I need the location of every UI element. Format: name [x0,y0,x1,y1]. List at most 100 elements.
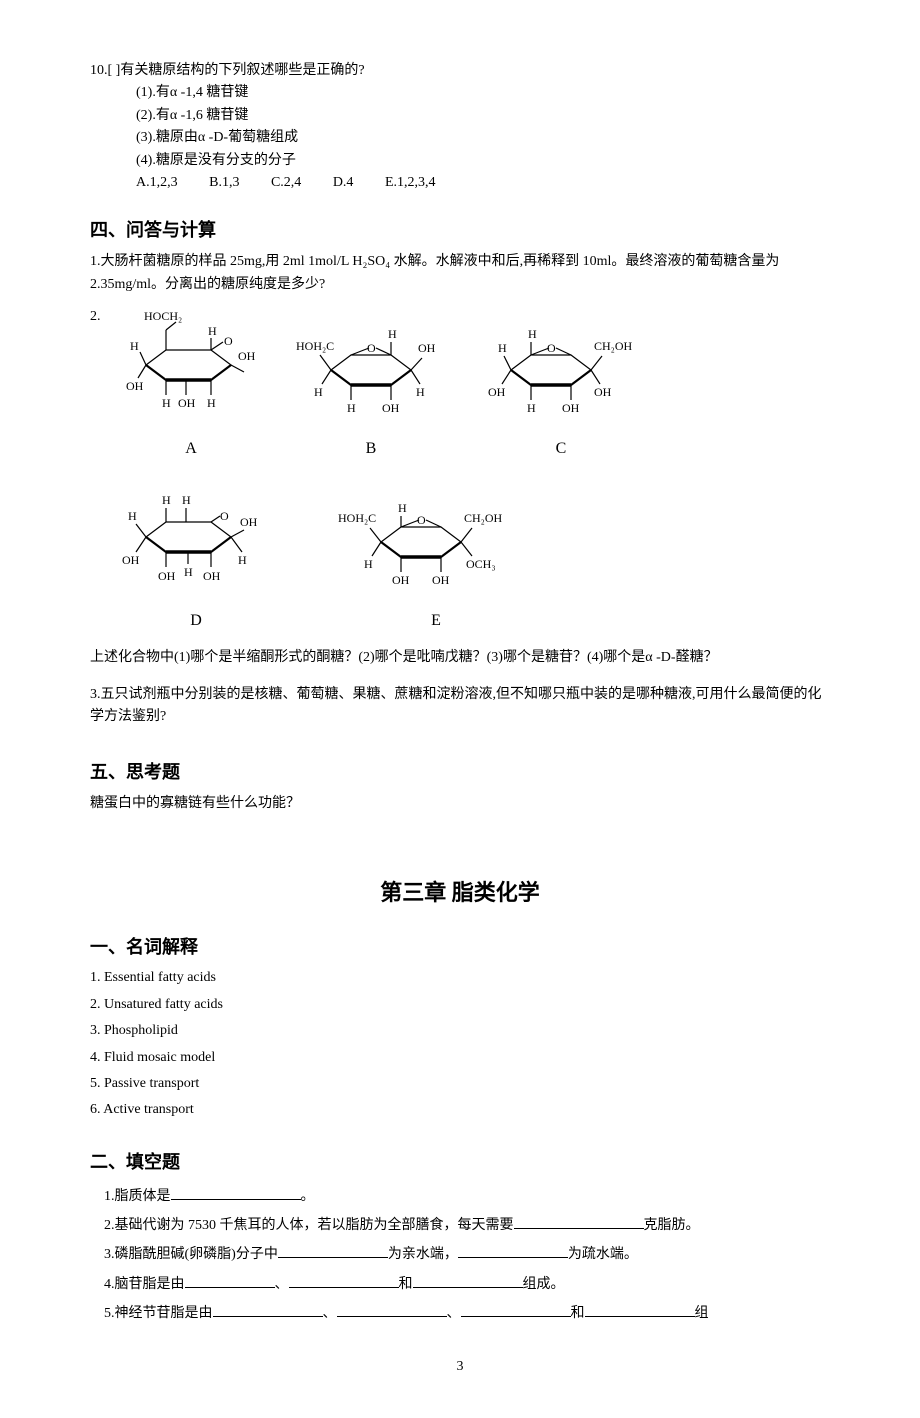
structure-d-label: D [116,608,276,634]
svg-text:OH: OH [238,349,256,363]
structure-a-label: A [116,436,266,462]
svg-text:CH₂OH: CH₂OH [464,511,503,525]
svg-text:OH: OH [418,341,436,355]
svg-text:H: H [162,493,171,507]
svg-text:H: H [398,501,407,515]
term-6: 6. Active transport [90,1099,830,1121]
blank [458,1241,568,1258]
q10-item-4: (4).糖原是没有分支的分子 [90,150,830,172]
svg-text:H: H [128,509,137,523]
structure-e-svg: O HOH₂C H CH₂OH O [336,472,536,602]
fill-4-d: 组成。 [523,1277,565,1292]
blank [171,1183,301,1200]
term-3: 3. Phospholipid [90,1020,830,1042]
structure-c-svg: O H OH CH₂OH OH [476,300,646,430]
structure-d-svg: O H H H OH OH [116,472,276,602]
q10-opt-a: A.1,2,3 [136,172,178,194]
svg-text:OH: OH [178,396,196,410]
chapter-3-title: 第三章 脂类化学 [90,875,830,910]
svg-text:OH: OH [562,401,580,415]
svg-text:OCH₃: OCH₃ [466,557,496,571]
q10-item-2: (2).有α -1,6 糖苷键 [90,105,830,127]
structure-d: O H H H OH OH [116,472,276,634]
fill-4: 4.脑苷脂是由 、 和 组成。 [90,1271,830,1296]
svg-text:H: H [388,327,397,341]
svg-text:H: H [528,327,537,341]
q10-opt-d: D.4 [333,172,354,194]
blank [585,1300,695,1317]
fill-3-c: 为疏水端。 [568,1247,638,1262]
s4-q2-prefix: 2. [90,300,116,328]
svg-text:OH: OH [203,569,221,583]
structure-a-svg: O HOCH₂ H OH OH [116,300,266,430]
svg-text:HOH₂C: HOH₂C [338,511,376,525]
structure-e: O HOH₂C H CH₂OH O [336,472,536,634]
term-1: 1. Essential fatty acids [90,967,830,989]
svg-text:H: H [238,553,247,567]
structure-c: O H OH CH₂OH OH [476,300,646,462]
blank [413,1271,523,1288]
blank [213,1300,323,1317]
svg-text:OH: OH [392,573,410,587]
svg-text:O: O [220,509,229,523]
svg-text:H: H [182,493,191,507]
q10-opt-e: E.1,2,3,4 [385,172,436,194]
fill-2-b: 克脂肪。 [644,1218,700,1233]
fill-1-a: 1.脂质体是 [104,1189,171,1204]
svg-text:H: H [314,385,323,399]
fill-5-a: 5.神经节苷脂是由 [104,1306,213,1321]
section-5-title: 五、思考题 [90,758,830,787]
q10-stem: 10.[ ]有关糖原结构的下列叙述哪些是正确的? [90,60,830,82]
fill-1: 1.脂质体是 。 [90,1183,830,1208]
svg-text:H: H [162,396,171,410]
svg-text:OH: OH [432,573,450,587]
s4-q3: 3.五只试剂瓶中分别装的是核糖、葡萄糖、果糖、蔗糖和淀粉溶液,但不知哪只瓶中装的… [90,684,830,729]
blank [461,1300,571,1317]
ch3-s2-title: 二、填空题 [90,1148,830,1177]
svg-text:H: H [347,401,356,415]
svg-text:H: H [207,396,216,410]
blank [514,1212,644,1229]
structure-a: O HOCH₂ H OH OH [116,300,266,462]
s4-q2: 2. O HOCH₂ H OH [90,300,830,670]
svg-text:HOH₂C: HOH₂C [296,339,334,353]
svg-text:OH: OH [594,385,612,399]
fill-5-c: 、 [447,1306,461,1321]
blank [185,1271,275,1288]
structure-b: O HOH₂C H OH H [296,300,446,462]
svg-text:H: H [130,339,139,353]
svg-text:H: H [498,341,507,355]
question-10: 10.[ ]有关糖原结构的下列叙述哪些是正确的? (1).有α -1,4 糖苷键… [90,60,830,194]
page-number: 3 [90,1356,830,1378]
fill-5-e: 组 [695,1306,709,1321]
structure-c-label: C [476,436,646,462]
structure-b-svg: O HOH₂C H OH H [296,300,446,430]
structure-e-label: E [336,608,536,634]
svg-text:H: H [416,385,425,399]
fill-4-a: 4.脑苷脂是由 [104,1277,185,1292]
svg-text:H: H [184,565,193,579]
fill-3-a: 3.磷脂酰胆碱(卵磷脂)分子中 [104,1247,278,1262]
blank [337,1300,447,1317]
blank [289,1271,399,1288]
q10-opt-c: C.2,4 [271,172,301,194]
fill-5-b: 、 [323,1306,337,1321]
fill-4-b: 、 [275,1277,289,1292]
fill-1-b: 。 [301,1189,315,1204]
svg-text:H: H [364,557,373,571]
q10-opt-b: B.1,3 [209,172,239,194]
term-2: 2. Unsatured fatty acids [90,994,830,1016]
svg-text:OH: OH [126,379,144,393]
fill-3-b: 为亲水端， [388,1247,458,1262]
svg-text:OH: OH [240,515,258,529]
svg-text:H: H [208,324,217,338]
svg-text:H: H [527,401,536,415]
fill-5-d: 和 [571,1306,585,1321]
fill-4-c: 和 [399,1277,413,1292]
svg-text:O: O [224,334,233,348]
s5-q: 糖蛋白中的寡糖链有些什么功能？ [90,793,830,815]
term-list: 1. Essential fatty acids 2. Unsatured fa… [90,967,830,1121]
blank [278,1241,388,1258]
svg-text:OH: OH [122,553,140,567]
svg-text:HOCH₂: HOCH₂ [144,309,182,323]
